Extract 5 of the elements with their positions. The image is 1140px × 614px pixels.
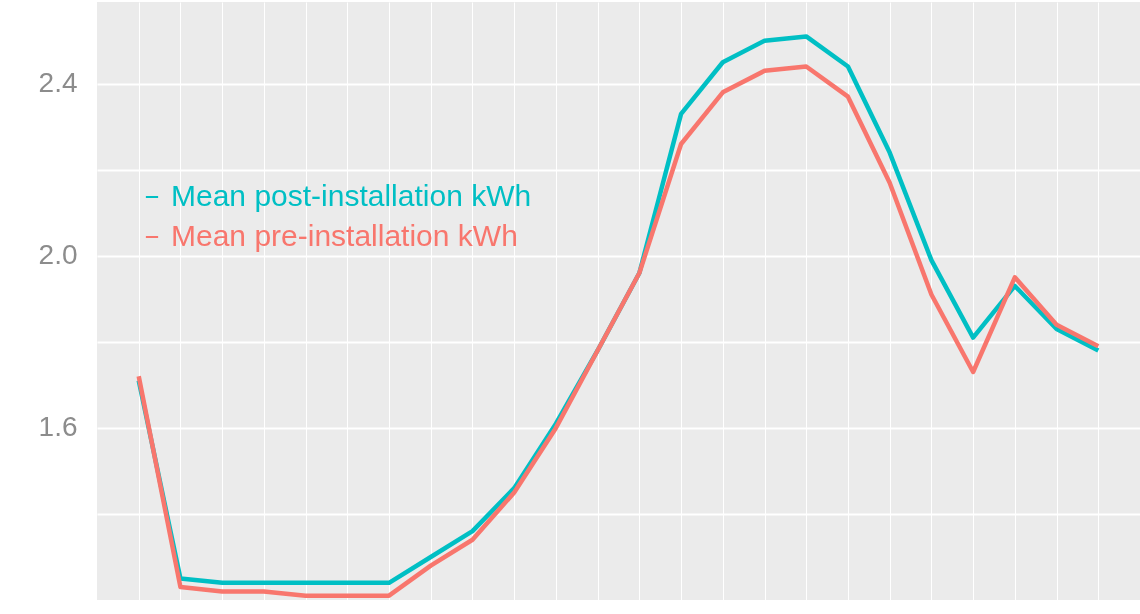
y-tick-label: 1.6: [38, 411, 78, 443]
legend-label: Mean pre-installation kWh: [171, 219, 518, 252]
y-tick-label: 2.4: [38, 67, 78, 99]
y-tick-label: 2.0: [38, 239, 78, 271]
legend-label: Mean post-installation kWh: [171, 179, 532, 212]
